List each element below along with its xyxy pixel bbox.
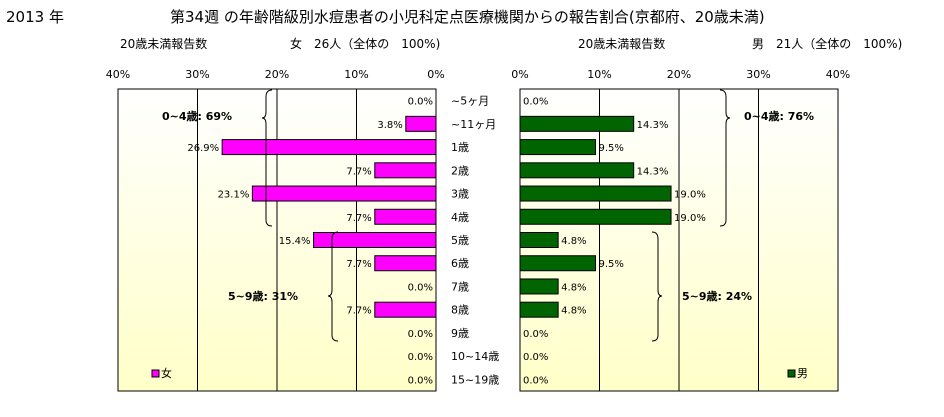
category-label: 10~14歳 xyxy=(451,350,499,363)
category-label: 6歳 xyxy=(451,257,469,270)
category-label: 9歳 xyxy=(451,327,469,340)
data-label-female: 0.0% xyxy=(408,329,433,340)
right-bracket-5-9 xyxy=(651,231,663,342)
data-label-female: 7.7% xyxy=(346,213,371,224)
left-bracket-label-5-9: 5~9歳: 31% xyxy=(228,289,298,303)
right-count-label: 20歳未満報告数 xyxy=(578,37,666,51)
bar-female xyxy=(374,162,437,179)
data-label-male: 4.8% xyxy=(561,306,586,317)
data-label-female: 0.0% xyxy=(408,282,433,293)
legend-female-label: 女 xyxy=(161,366,172,380)
legend-female-swatch xyxy=(151,369,160,378)
bar-female xyxy=(374,208,437,225)
data-label-female: 7.7% xyxy=(346,306,371,317)
data-label-female: 7.7% xyxy=(346,259,371,270)
right-total-label: 男 21人（全体の 100%) xyxy=(752,37,903,51)
bar-male xyxy=(519,185,672,202)
bar-female xyxy=(374,301,437,318)
right-bracket-0-4 xyxy=(719,89,731,227)
bar-male xyxy=(519,162,635,179)
data-label-male: 0.0% xyxy=(523,375,548,386)
data-label-female: 0.0% xyxy=(408,375,433,386)
data-label-male: 0.0% xyxy=(523,97,548,108)
bar-female xyxy=(374,255,437,272)
category-label: 7歳 xyxy=(451,280,469,293)
tick-label-right: 10% xyxy=(587,68,611,81)
right-bracket-label-0-4: 0~4歳: 76% xyxy=(744,109,814,123)
category-label: 2歳 xyxy=(451,164,469,177)
bar-male xyxy=(519,115,635,132)
data-label-female: 23.1% xyxy=(218,190,250,201)
data-label-male: 0.0% xyxy=(523,352,548,363)
legend-male-label: 男 xyxy=(797,367,808,380)
left-total-label: 女 26人（全体の 100%) xyxy=(290,37,441,51)
right-bracket-label-5-9: 5~9歳: 24% xyxy=(682,289,752,303)
category-label: ~5ヶ月 xyxy=(451,95,489,108)
data-label-female: 0.0% xyxy=(408,97,433,108)
data-label-male: 0.0% xyxy=(523,329,548,340)
tick-label-right: 20% xyxy=(667,68,691,81)
category-label: 4歳 xyxy=(451,211,469,224)
tick-label-right: 40% xyxy=(826,68,850,81)
bar-male xyxy=(519,232,559,248)
bar-male xyxy=(519,208,672,225)
left-bracket-label-0-4: 0~4歳: 69% xyxy=(162,109,232,123)
data-label-female: 15.4% xyxy=(279,236,311,247)
data-label-male: 9.5% xyxy=(599,143,624,154)
tick-label-left: 20% xyxy=(265,68,289,81)
category-label: ~11ヶ月 xyxy=(451,118,496,131)
tick-label-left: 40% xyxy=(106,68,130,81)
data-label-female: 3.8% xyxy=(377,120,402,131)
bar-male xyxy=(519,278,559,295)
tick-label-left: 0% xyxy=(427,68,444,81)
bar-female xyxy=(405,115,437,132)
tick-label-right: 0% xyxy=(511,68,528,81)
category-label: 1歳 xyxy=(451,141,469,154)
data-label-male: 14.3% xyxy=(637,166,669,177)
tick-label-right: 30% xyxy=(746,68,770,81)
data-label-male: 14.3% xyxy=(637,120,669,131)
year-label: 2013 年 xyxy=(6,8,64,26)
category-label: 8歳 xyxy=(451,304,469,317)
chart-title: 第34週 の年齢階級別水痘患者の小児科定点医療機関からの報告割合(京都府、20歳… xyxy=(170,8,765,26)
category-label: 3歳 xyxy=(451,188,469,201)
category-label: 5歳 xyxy=(451,234,469,247)
bar-male xyxy=(519,255,597,272)
data-label-male: 4.8% xyxy=(561,236,586,247)
tick-label-left: 10% xyxy=(344,68,368,81)
bar-male xyxy=(519,139,597,156)
left-count-label: 20歳未満報告数 xyxy=(120,37,208,51)
legend-male-swatch xyxy=(787,369,796,378)
category-label: 15~19歳 xyxy=(451,373,499,386)
left-bracket-5-9 xyxy=(327,231,339,342)
data-label-female: 0.0% xyxy=(408,352,433,363)
data-label-male: 9.5% xyxy=(599,259,624,270)
data-label-male: 19.0% xyxy=(674,190,706,201)
left-bracket-0-4 xyxy=(261,89,273,227)
data-label-male: 4.8% xyxy=(561,282,586,293)
data-label-female: 7.7% xyxy=(346,166,371,177)
bar-female xyxy=(251,185,437,202)
bar-female xyxy=(221,139,437,156)
bar-female xyxy=(313,232,437,248)
data-label-female: 26.9% xyxy=(187,143,219,154)
tick-label-left: 30% xyxy=(185,68,209,81)
data-label-male: 19.0% xyxy=(674,213,706,224)
bar-male xyxy=(519,301,559,318)
